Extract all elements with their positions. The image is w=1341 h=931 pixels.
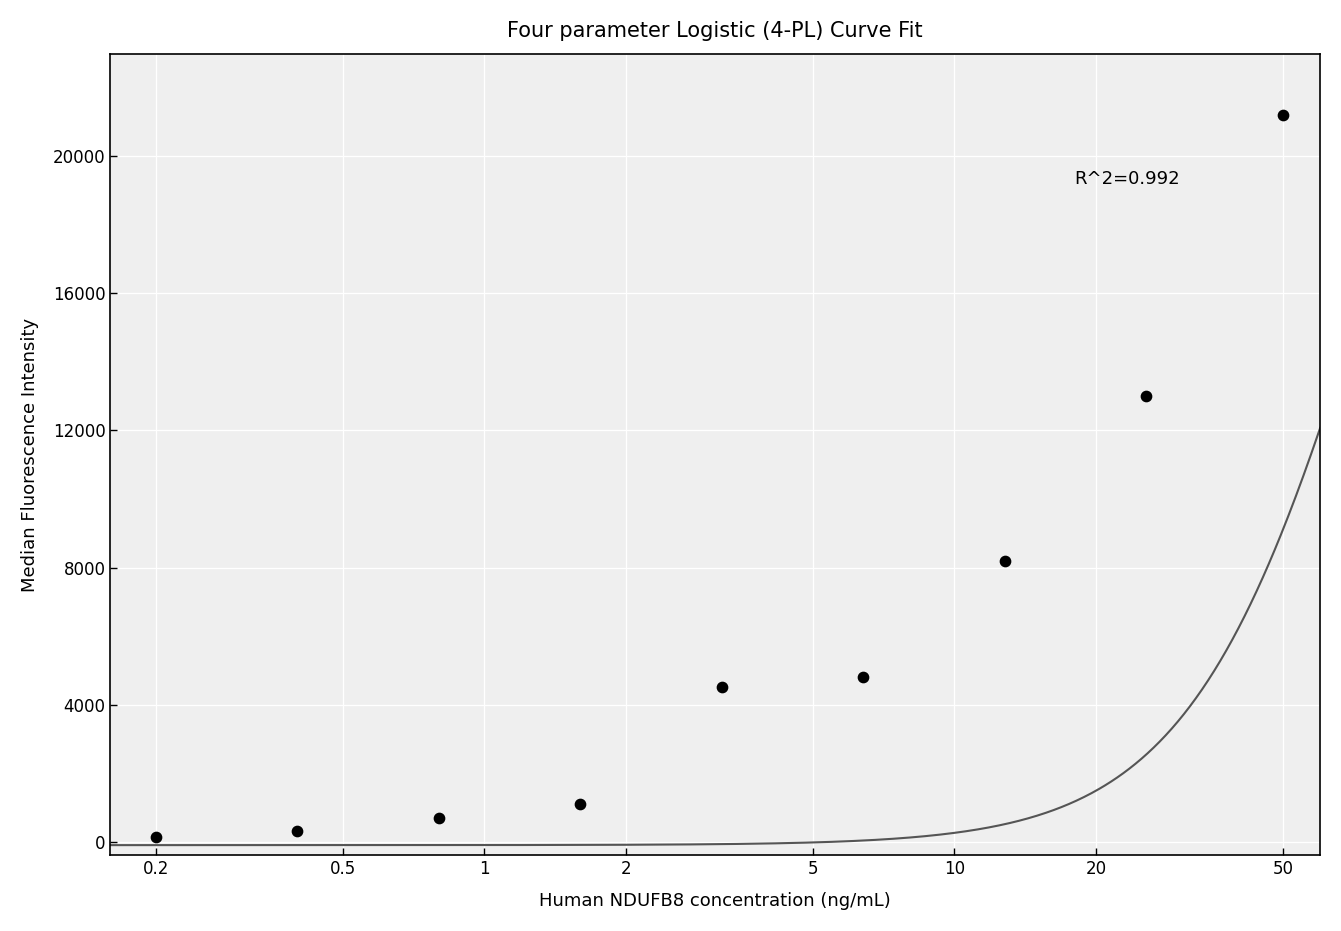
Text: R^2=0.992: R^2=0.992 <box>1074 169 1180 188</box>
Point <box>287 824 308 839</box>
Point <box>145 830 166 844</box>
X-axis label: Human NDUFB8 concentration (ng/mL): Human NDUFB8 concentration (ng/mL) <box>539 892 892 911</box>
Title: Four parameter Logistic (4-PL) Curve Fit: Four parameter Logistic (4-PL) Curve Fit <box>507 20 923 41</box>
Point <box>428 810 449 825</box>
Y-axis label: Median Fluorescence Intensity: Median Fluorescence Intensity <box>21 317 39 591</box>
Point <box>570 797 591 812</box>
Point <box>1273 108 1294 123</box>
Point <box>711 680 732 695</box>
Point <box>1136 389 1157 404</box>
Point <box>994 553 1015 568</box>
Point <box>853 669 874 684</box>
